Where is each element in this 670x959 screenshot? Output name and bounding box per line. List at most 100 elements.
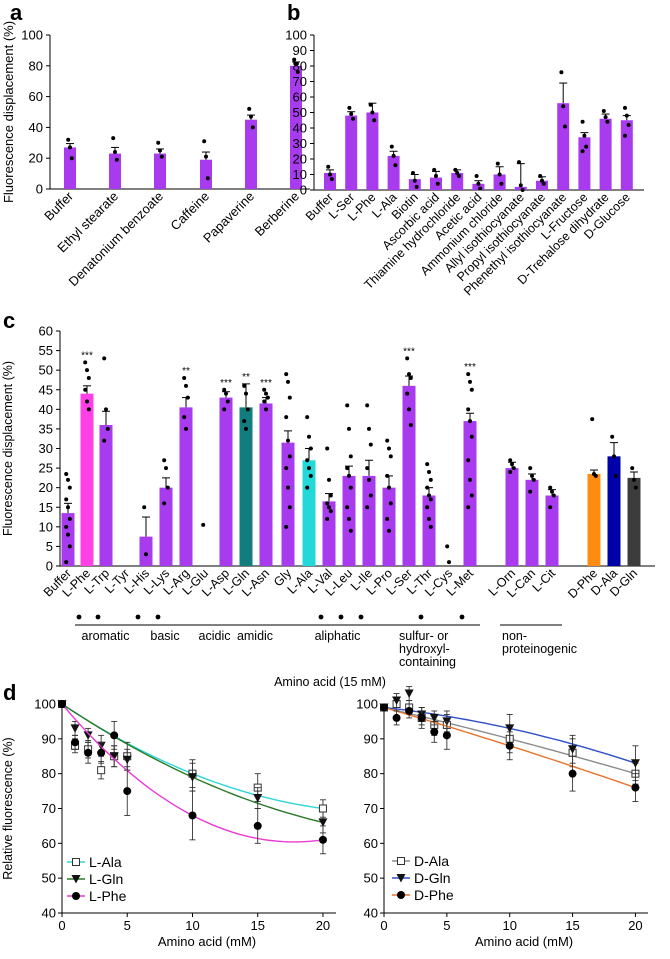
data-point-l-pro <box>387 485 391 490</box>
y-axis-title: Fluorescence displacement (%) <box>1 21 16 203</box>
bar-allyl-isothiocyanate <box>514 186 527 190</box>
data-point-l-val <box>325 446 330 451</box>
y-tick-label: 60 <box>364 836 378 851</box>
data-point-l-glu <box>201 522 206 527</box>
data-point-d-gln <box>632 477 636 482</box>
data-point-l-asp <box>222 407 227 412</box>
y-tick-label: 60 <box>42 836 56 851</box>
data-point-l-leu <box>348 485 353 490</box>
data-point-thiamine-hydrochloride <box>455 170 460 175</box>
data-point-caffeine <box>204 154 208 159</box>
legend-marker-l-phe <box>72 892 80 900</box>
data-point-buffer <box>64 497 69 502</box>
data-point-d-phe <box>430 727 439 736</box>
data-point-l-leu <box>345 403 350 408</box>
bar-l-val <box>322 501 336 566</box>
data-point-l-fructose <box>582 133 587 138</box>
data-point-l-pro <box>385 517 390 521</box>
data-point-allyl-isothiocyanate <box>517 160 521 165</box>
x-tick-label: 15 <box>565 918 579 933</box>
data-point-l-phe <box>85 399 89 404</box>
legend-label-l-ala: L-Ala <box>89 854 122 870</box>
data-point-l-thr <box>427 470 431 474</box>
data-point-d-phe <box>631 783 640 792</box>
data-point-gly <box>287 395 292 400</box>
y-tick-label: 100 <box>21 28 43 43</box>
data-point-l-ile <box>367 426 371 431</box>
data-point-d-gln <box>568 745 578 754</box>
bar-caffeine <box>200 159 212 189</box>
x-tick-label-l-cit: L-Cit <box>530 566 559 595</box>
data-point-d-glucose <box>626 122 631 127</box>
data-point-l-gln <box>245 407 250 412</box>
data-point-l-cit <box>551 493 556 498</box>
data-point-l-trp <box>102 438 107 443</box>
data-point-ascorbic-acid <box>432 167 437 172</box>
y-tick-label: 90 <box>364 731 378 746</box>
data-point-l-ser <box>351 116 355 121</box>
x-tick-label: 20 <box>628 918 642 933</box>
data-point-l-ala <box>308 446 313 451</box>
data-point-l-pro <box>385 473 390 478</box>
data-point-d-gln <box>404 689 414 699</box>
data-point-l-thr <box>425 462 430 467</box>
data-point-l-fructose <box>580 149 585 154</box>
data-point-l-ser <box>405 356 410 361</box>
data-point-l-thr <box>427 493 431 498</box>
y-tick-label: 90 <box>293 43 307 58</box>
y-tick-label: 40 <box>364 906 378 921</box>
data-point-d-glucose <box>623 133 627 138</box>
data-point-d-phe <box>593 473 598 478</box>
data-point-d-gln <box>392 696 402 706</box>
bar-phenethyl-isothiocyanate <box>557 103 570 190</box>
significance-l-met: *** <box>464 362 476 373</box>
data-point-l-asn <box>262 399 267 404</box>
y-tick-label: 100 <box>285 28 307 43</box>
data-point-l-met <box>466 407 471 412</box>
y-tick-label: 20 <box>29 151 43 166</box>
y-axis-title: Relative fluorescence (%) <box>1 737 15 879</box>
y-axis-title: Fluorescence displacement (%) <box>1 361 15 536</box>
data-point-l-leu <box>348 454 353 459</box>
data-point-l-asn <box>264 407 268 412</box>
bar-l-met <box>463 421 477 566</box>
y-tick-label: 55 <box>39 343 53 358</box>
bar-d-glucose <box>620 120 633 190</box>
y-tick-label: 40 <box>29 120 43 135</box>
y-tick-label: 60 <box>293 90 307 105</box>
essential-dot-l-lys <box>155 614 161 620</box>
data-point-l-gln <box>318 818 328 827</box>
essential-dot-l-trp <box>95 614 101 620</box>
data-point-l-gln <box>253 794 263 803</box>
data-point-l-cit <box>548 485 553 490</box>
data-point-l-phe <box>86 407 91 412</box>
y-tick-label: 100 <box>34 697 56 712</box>
data-point-l-can <box>530 473 534 478</box>
bar-l-asn <box>259 403 273 566</box>
data-point-d-phe <box>405 706 414 715</box>
data-point-l-met <box>468 419 472 424</box>
y-tick-label: 0 <box>300 183 307 198</box>
data-point-d-trehalose-dihydrate <box>603 115 608 120</box>
data-point-d-ala <box>613 473 618 478</box>
data-point-d-trehalose-dihydrate <box>605 119 610 124</box>
data-point-l-arg <box>185 395 190 400</box>
data-point-ethyl-stearate <box>114 157 119 162</box>
data-point-l-val <box>327 505 331 510</box>
data-point-buffer <box>66 505 70 510</box>
data-point-l-asp <box>225 399 230 404</box>
group-label-aromatic: aromatic <box>82 629 130 643</box>
bar-l-ile <box>362 475 376 566</box>
data-point-l-arg <box>182 376 187 380</box>
data-point-allyl-isothiocyanate <box>518 183 523 188</box>
data-point-l-ala <box>307 466 311 471</box>
data-point-l-cit <box>548 505 553 510</box>
bar-ammonium-chloride <box>493 174 506 190</box>
bar-l-lys <box>159 487 173 566</box>
data-point-phenethyl-isothiocyanate <box>561 104 566 109</box>
data-point-l-orn <box>511 466 516 471</box>
data-point-l-gln <box>187 773 197 782</box>
data-point-l-ser <box>408 423 413 427</box>
